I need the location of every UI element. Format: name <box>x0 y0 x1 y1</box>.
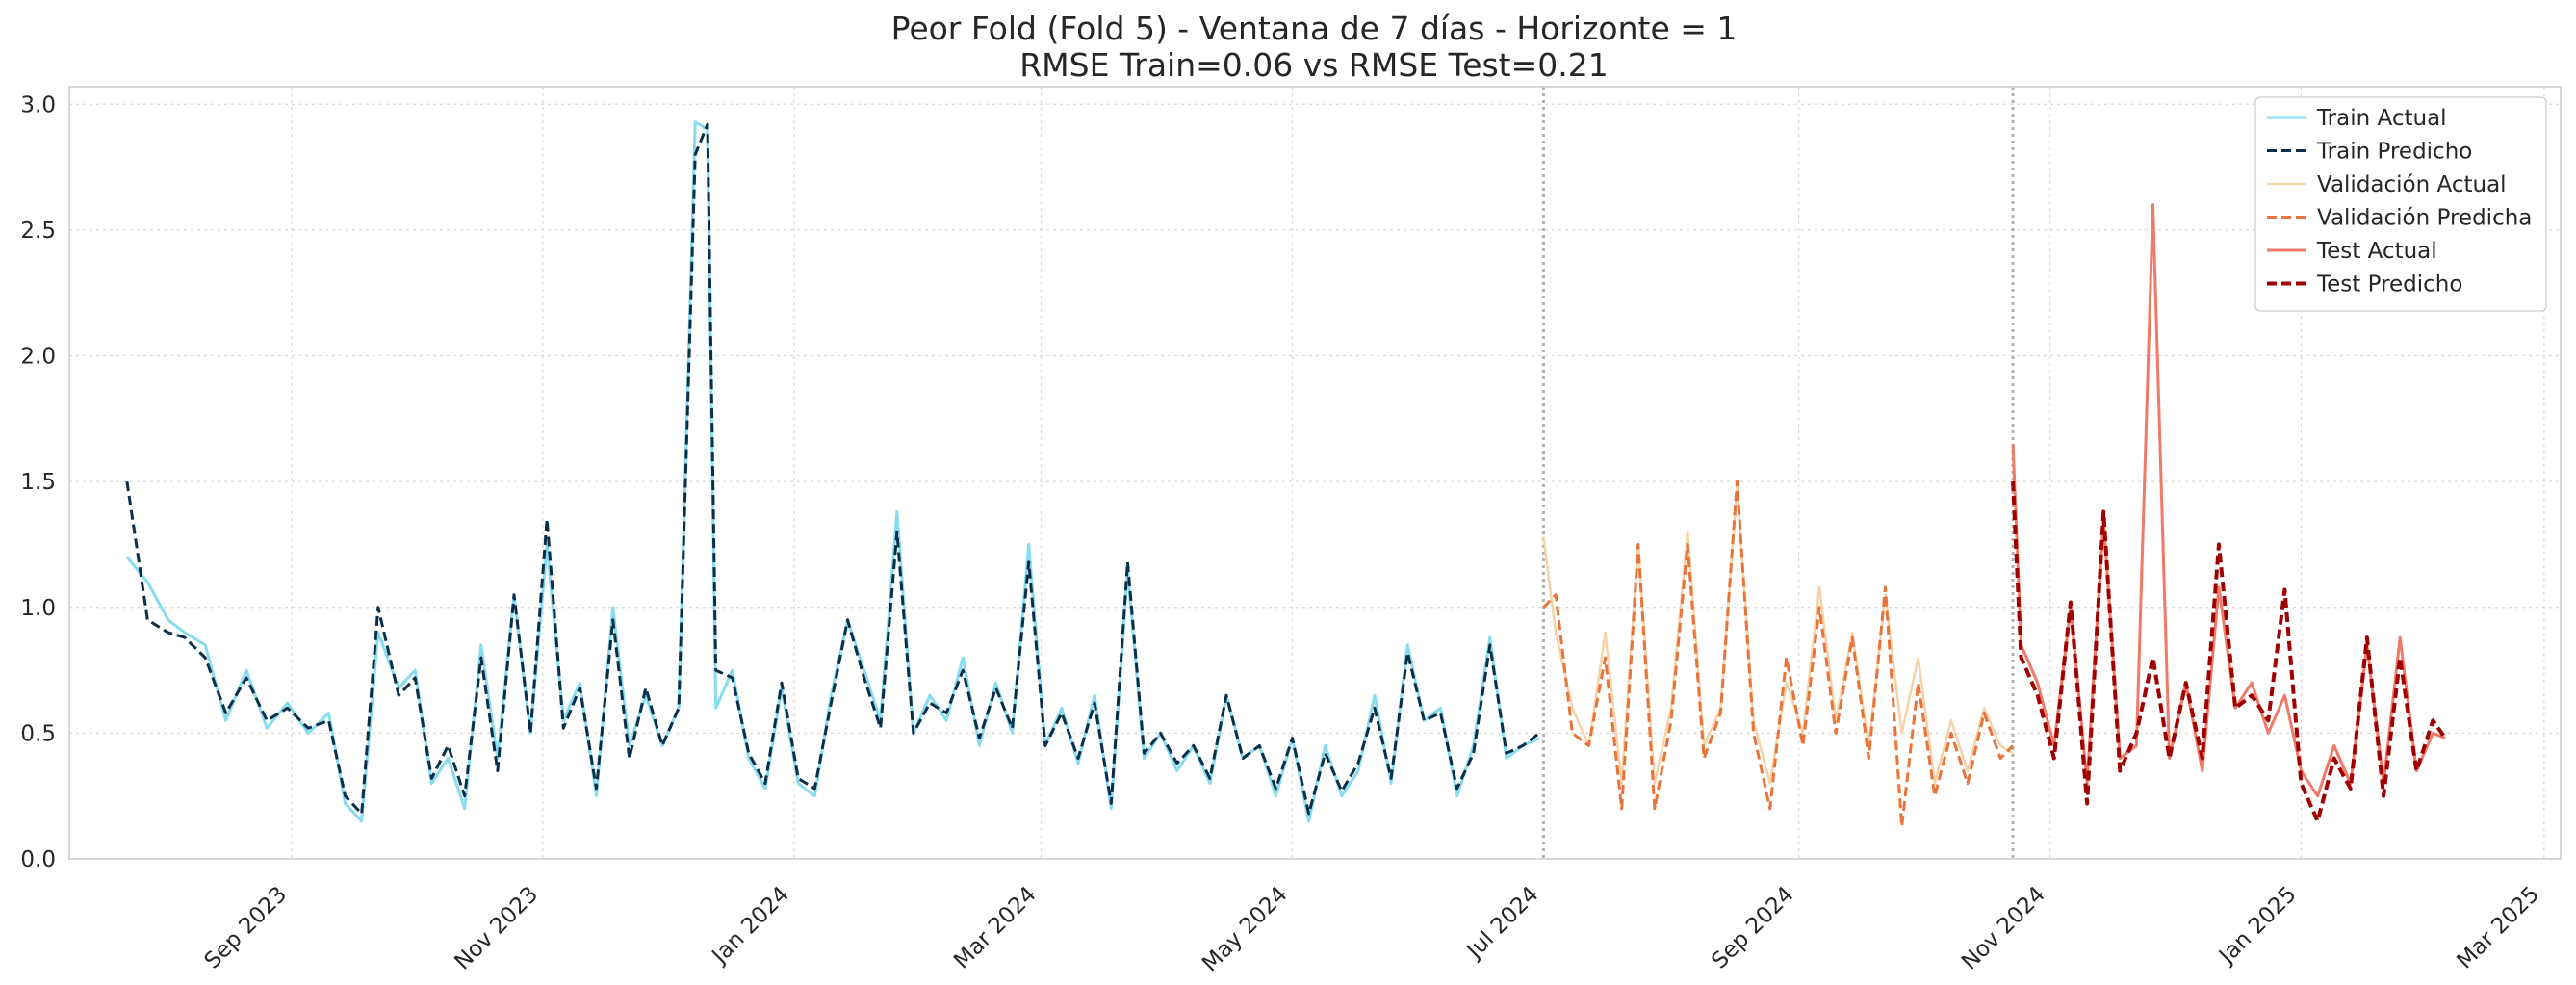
legend-label: Validación Predicha <box>2317 206 2532 231</box>
plot-frame <box>68 86 2562 860</box>
legend-label: Validación Actual <box>2317 172 2507 197</box>
legend-label: Train Predicho <box>2316 140 2472 165</box>
y-tick-label: 3.0 <box>20 92 56 117</box>
legend-box <box>2254 96 2547 312</box>
legend-label: Test Predicho <box>2316 272 2462 298</box>
y-tick-label: 1.0 <box>20 596 56 621</box>
y-axis: 0.0 0.5 1.0 1.5 2.0 2.5 3.0 <box>20 92 56 872</box>
y-tick-label: 0.0 <box>20 847 56 872</box>
legend-label: Train Actual <box>2316 106 2447 131</box>
series-line-train-pred <box>125 122 1541 816</box>
y-tick-label: 2.5 <box>20 219 56 244</box>
y-tick-label: 2.0 <box>20 345 56 370</box>
y-tick-label: 0.5 <box>20 721 56 746</box>
legend-label: Test Actual <box>2316 239 2437 264</box>
series-lines <box>125 120 2447 828</box>
series-line-test-pred <box>2011 481 2447 823</box>
chart-title: Peor Fold (Fold 5) - Ventana de 7 días -… <box>891 10 1738 47</box>
chart-subtitle: RMSE Train=0.06 vs RMSE Test=0.21 <box>1019 46 1609 84</box>
series-line-val-pred <box>1542 480 2015 828</box>
y-tick-label: 1.5 <box>20 470 56 495</box>
legend: Train Actual Train Predicho Validación Act… <box>2254 96 2547 312</box>
